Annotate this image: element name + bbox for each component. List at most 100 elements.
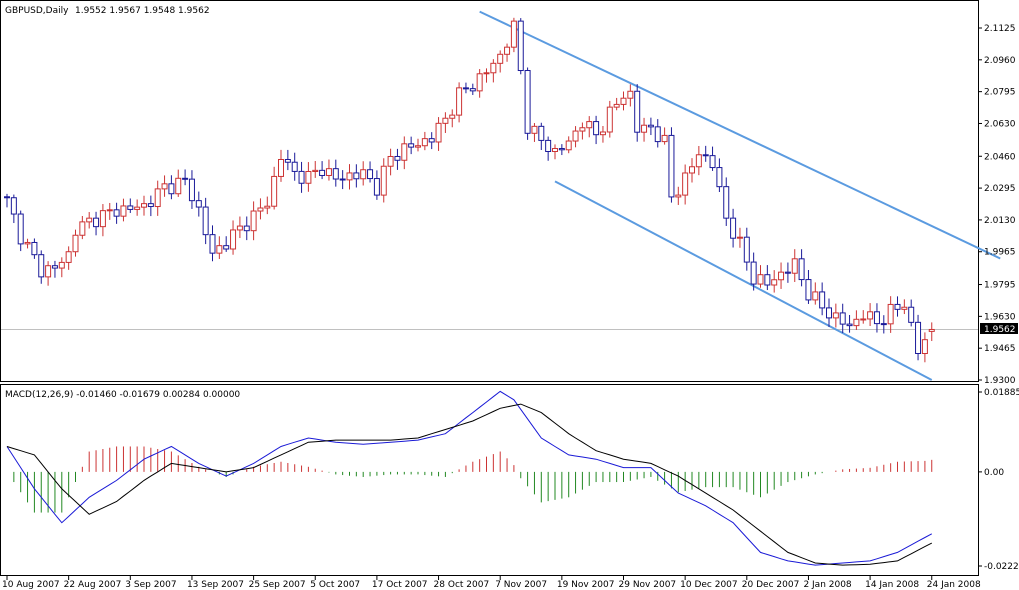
candle xyxy=(599,125,606,143)
candle-body xyxy=(24,241,31,245)
candle-body xyxy=(51,265,58,269)
macd-panel[interactable] xyxy=(0,384,979,576)
candle-body xyxy=(236,225,243,231)
channel-upper-line[interactable] xyxy=(479,10,1001,260)
date-axis-label: 10 Dec 2007 xyxy=(680,580,738,590)
candle xyxy=(154,180,161,216)
candle xyxy=(593,115,600,145)
candle-body xyxy=(757,274,764,285)
channel-lower-line[interactable] xyxy=(554,180,933,381)
candle xyxy=(456,82,463,123)
candle-body xyxy=(675,194,682,198)
candle-body xyxy=(367,169,374,180)
candle-body xyxy=(504,46,511,55)
ohlc-header: 1.9552 1.9567 1.9548 1.9562 xyxy=(75,6,210,16)
candle xyxy=(236,216,243,239)
candle xyxy=(24,238,31,249)
candle-body xyxy=(620,97,627,105)
date-axis-label: 2 Jan 2008 xyxy=(803,580,851,590)
candle-body xyxy=(421,138,428,147)
candle-body xyxy=(476,73,483,92)
candle-body xyxy=(250,210,257,232)
candle-body xyxy=(113,209,120,217)
candle-body xyxy=(4,196,10,199)
candle-body xyxy=(17,213,24,245)
candle xyxy=(38,250,45,284)
candle-body xyxy=(31,241,38,256)
price-axis-label: 1.9300 xyxy=(984,376,1016,386)
candle-body xyxy=(373,178,380,196)
current-price-badge xyxy=(980,323,1018,334)
price-axis-label: 2.0795 xyxy=(984,88,1016,98)
candle xyxy=(709,146,716,171)
candle xyxy=(243,216,250,241)
candle-body xyxy=(819,291,826,309)
candle xyxy=(51,260,58,278)
candle-body xyxy=(230,229,237,250)
candle-body xyxy=(798,258,805,281)
macd-signal-line xyxy=(6,403,933,566)
candle xyxy=(839,303,846,334)
price-panel[interactable] xyxy=(0,0,979,382)
candle xyxy=(798,249,805,287)
candle xyxy=(545,136,552,161)
candle xyxy=(209,225,216,262)
current-price-label: 1.9562 xyxy=(984,325,1016,335)
macd-line xyxy=(6,390,933,566)
candle xyxy=(921,332,928,363)
candle-body xyxy=(894,303,901,310)
candle xyxy=(10,194,17,224)
candle xyxy=(346,164,353,190)
candle-body xyxy=(826,307,832,319)
candle xyxy=(812,282,819,305)
macd-axis-label: 0.01885 xyxy=(984,388,1019,398)
candle xyxy=(682,164,689,205)
date-axis-label: 7 Nov 2007 xyxy=(495,580,547,590)
price-axis-label: 1.9630 xyxy=(984,312,1016,322)
candle xyxy=(271,166,278,210)
candle xyxy=(58,257,65,278)
candle xyxy=(654,119,661,148)
candle-body xyxy=(887,303,894,325)
candle-body xyxy=(394,155,401,161)
candle xyxy=(661,127,668,145)
price-axis: 2.1125 2.0960 2.0795 2.0630 2.0460 2.0295 2.01… xyxy=(978,24,1016,386)
candle-body xyxy=(778,271,785,281)
symbol-header: GBPUSD,Daily xyxy=(5,6,69,16)
price-axis-label: 1.9795 xyxy=(984,281,1016,291)
candle xyxy=(469,83,476,95)
candle-body xyxy=(832,312,839,319)
candle xyxy=(805,270,812,304)
candle-body xyxy=(552,148,558,152)
candle-body xyxy=(483,72,490,75)
date-axis-label: 17 Oct 2007 xyxy=(372,580,428,590)
candle xyxy=(175,169,182,197)
candle-body xyxy=(175,177,182,195)
candle-body xyxy=(839,312,846,325)
candle-body xyxy=(428,138,435,143)
candle xyxy=(675,186,682,205)
candle-body xyxy=(209,234,216,254)
price-axis-label: 2.0130 xyxy=(984,216,1016,226)
candle-body xyxy=(736,236,743,239)
candle-body xyxy=(490,62,497,74)
candle-body xyxy=(202,206,209,236)
candle xyxy=(394,148,401,170)
candle-body xyxy=(517,20,524,72)
candle xyxy=(72,229,79,257)
candle-body xyxy=(641,124,648,133)
candle-body xyxy=(593,121,600,136)
candle-body xyxy=(764,274,771,286)
candle xyxy=(606,100,613,138)
candle xyxy=(716,158,723,193)
candle xyxy=(435,117,442,151)
candle-body xyxy=(442,117,449,124)
candle-body xyxy=(730,217,737,239)
candle-body xyxy=(682,172,689,196)
candle xyxy=(291,152,298,181)
candle xyxy=(120,198,127,222)
candle-body xyxy=(72,234,79,253)
date-axis-label: 3 Sep 2007 xyxy=(125,580,176,590)
candle-body xyxy=(182,177,189,180)
